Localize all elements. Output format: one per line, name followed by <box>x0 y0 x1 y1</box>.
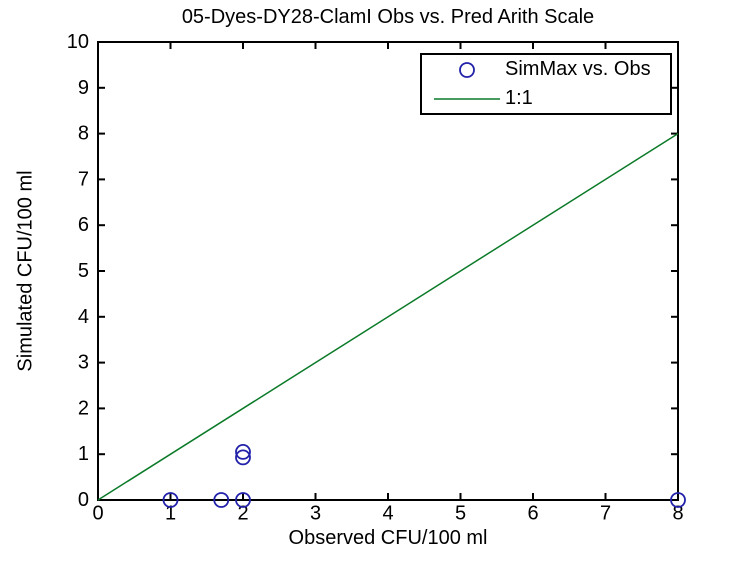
legend-line-swatch <box>434 97 500 100</box>
data-point-marker <box>162 492 179 508</box>
data-point-marker <box>670 492 686 508</box>
x-tick-label: 4 <box>382 503 393 525</box>
x-tick-label: 6 <box>527 503 538 525</box>
y-tick-label: 1 <box>78 443 89 465</box>
y-tick-label: 7 <box>78 168 89 190</box>
y-tick-label: 10 <box>67 31 89 53</box>
y-tick-label: 9 <box>78 77 89 99</box>
legend-marker-swatch <box>459 61 475 78</box>
x-tick-label: 2 <box>237 503 248 525</box>
x-tick-label: 7 <box>600 503 611 525</box>
x-axis-label: Observed CFU/100 ml <box>288 527 488 549</box>
x-tick-label: 3 <box>310 503 321 525</box>
legend-entry-one-to-one: 1:1 <box>422 84 670 113</box>
y-tick-label: 4 <box>78 306 89 328</box>
data-point-marker <box>213 492 230 508</box>
y-tick-label: 2 <box>78 397 89 419</box>
data-point-marker <box>235 492 251 508</box>
y-tick-label: 8 <box>78 123 89 145</box>
y-tick-label: 5 <box>78 260 89 282</box>
legend-label-simmax: SimMax vs. Obs <box>505 58 651 80</box>
x-tick-label: 1 <box>165 503 176 525</box>
y-tick-label: 0 <box>78 489 89 511</box>
chart-title: 05-Dyes-DY28-ClamI Obs vs. Pred Arith Sc… <box>181 6 595 28</box>
data-point-marker <box>235 444 251 460</box>
y-tick-label: 6 <box>78 214 89 236</box>
x-tick-label: 0 <box>92 503 103 525</box>
legend-label-one-to-one: 1:1 <box>505 87 533 109</box>
one-to-one-line <box>97 132 679 501</box>
x-tick-label: 5 <box>455 503 466 525</box>
legend-marker-circle-icon <box>459 61 475 78</box>
x-tick-label: 8 <box>672 503 683 525</box>
legend-entry-simmax: SimMax vs. Obs <box>422 55 670 84</box>
legend: SimMax vs. Obs 1:1 <box>420 53 672 115</box>
y-axis-label: Simulated CFU/100 ml <box>14 170 37 372</box>
data-point-marker <box>235 449 251 466</box>
y-tick-label: 3 <box>78 352 89 374</box>
